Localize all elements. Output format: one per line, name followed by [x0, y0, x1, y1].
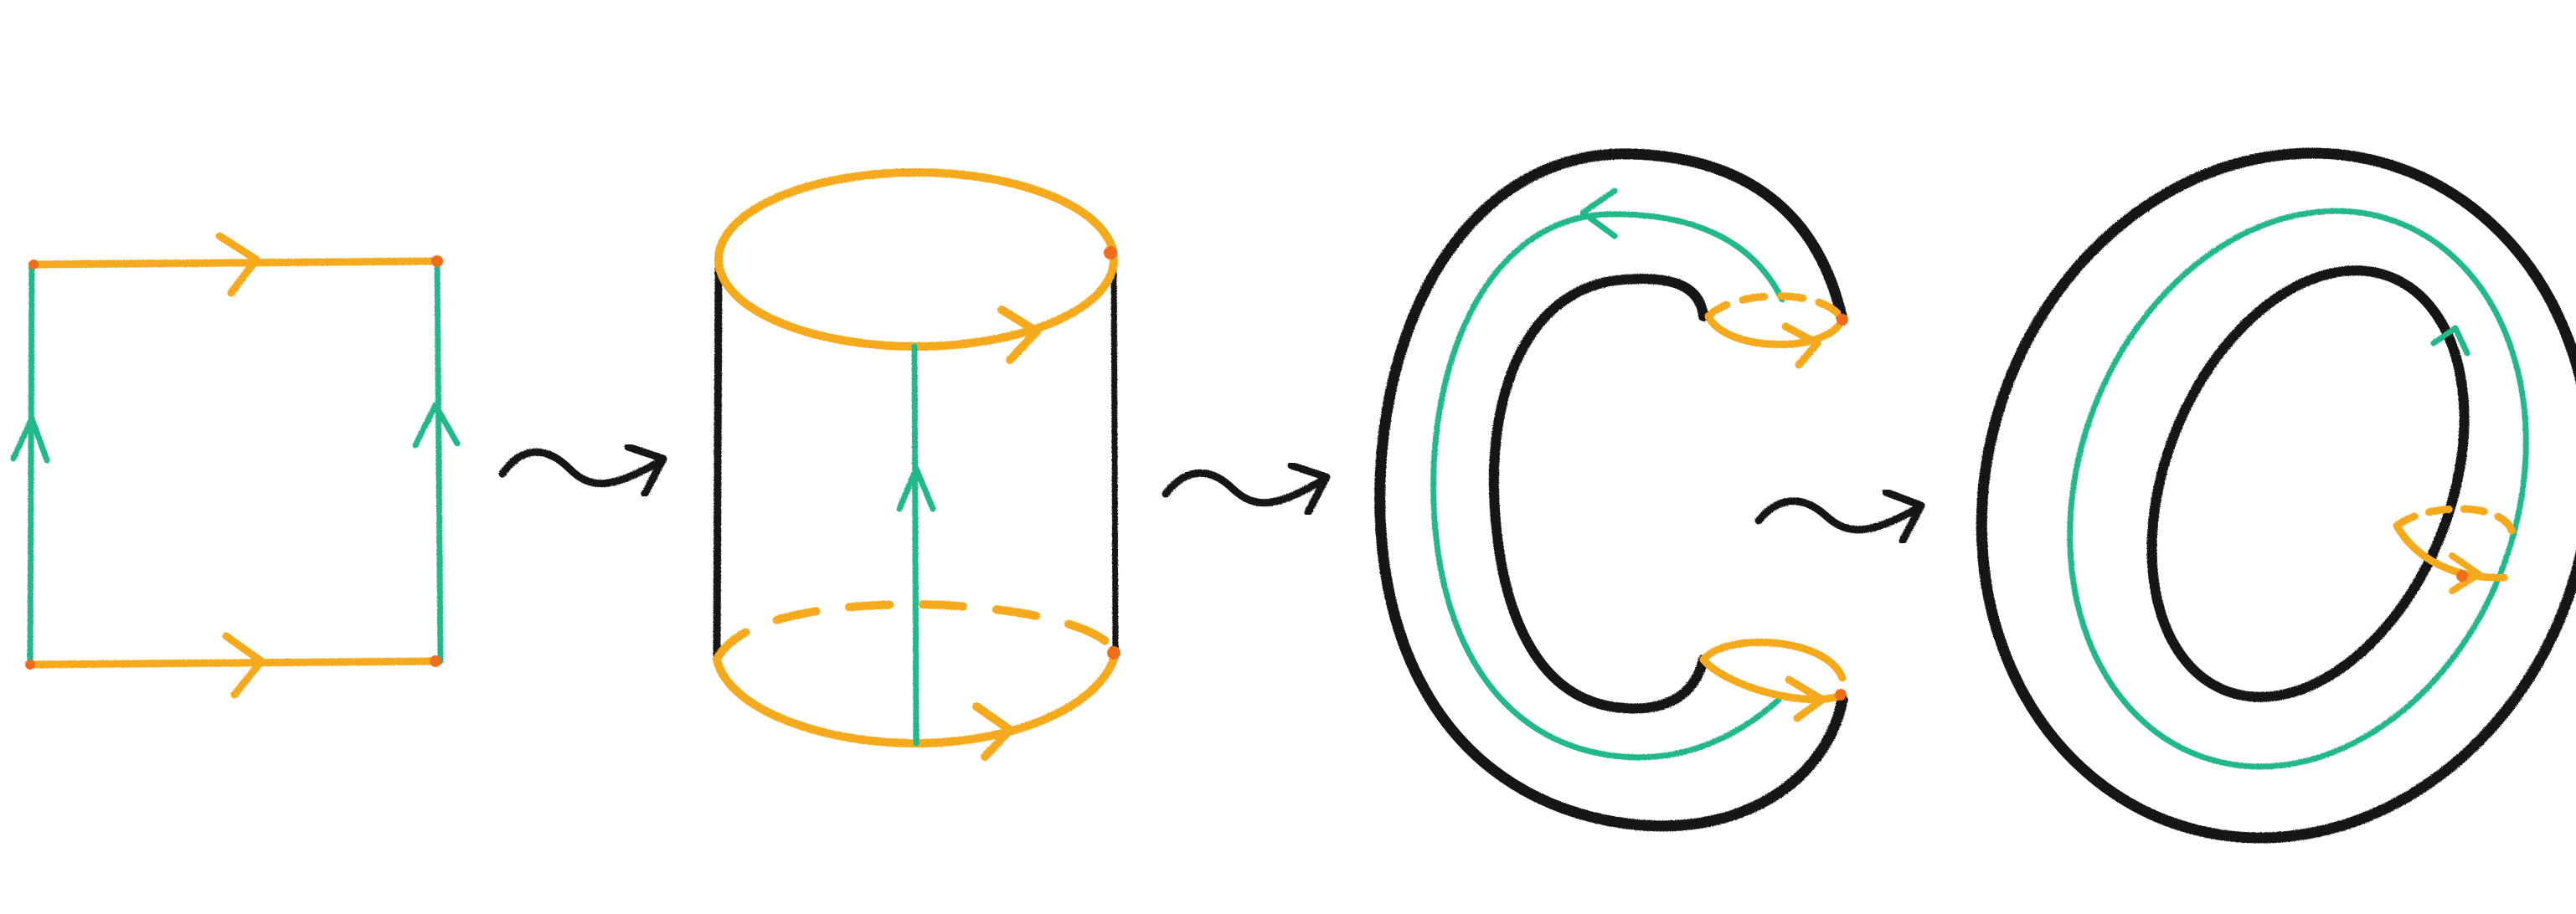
bent-cylinder-top-opening-front	[1704, 312, 1847, 349]
cylinder-figure	[713, 168, 1121, 761]
squiggle-arrowhead-icon	[1287, 461, 1331, 516]
square-corner-dot	[430, 655, 441, 667]
transition-arrow-3	[1754, 488, 1925, 545]
bent-cylinder-inner-edge	[1488, 274, 1708, 714]
square-left-edge	[27, 261, 35, 668]
cylinder-top-arrow-icon	[997, 306, 1041, 364]
torus-figure	[1976, 147, 2576, 844]
square-top-arrow-icon	[215, 232, 260, 297]
bent-cylinder-corner-dot	[1837, 314, 1848, 326]
square-left-arrow-icon	[10, 415, 50, 464]
cylinder-corner-dot	[1107, 646, 1121, 660]
square-corner-dot	[28, 259, 39, 270]
cylinder-bottom-arrow-icon	[972, 702, 1014, 761]
bent-cylinder-core-arrow-icon	[1579, 187, 1618, 239]
cylinder-seam	[911, 343, 920, 747]
square-corner-dot	[25, 660, 35, 670]
bent-cylinder-bottom-opening-back	[1699, 639, 1847, 682]
square-right-edge	[434, 258, 444, 665]
squiggle-arrowhead-icon	[624, 443, 667, 498]
square-right-arrow-icon	[412, 402, 461, 449]
cylinder-right-wall	[1110, 253, 1119, 656]
torus-inner-edge	[2146, 265, 2470, 702]
torus-core-arrow-icon	[2430, 325, 2470, 357]
transition-arrow-1	[498, 443, 667, 498]
square-top-edge	[29, 257, 441, 269]
bent-cylinder-top-arrow-icon	[1781, 322, 1821, 369]
cylinder-bottom-rim-back	[713, 600, 1120, 664]
bent-cylinder-outer-edge	[1374, 148, 1848, 832]
bent-cylinder-top-opening-back	[1704, 292, 1847, 324]
torus-meridian-back	[2393, 505, 2517, 537]
squiggle-arrowhead-icon	[1882, 488, 1925, 545]
square-bottom-edge	[26, 657, 440, 669]
square-figure	[10, 232, 461, 699]
torus-outer-edge	[1976, 147, 2576, 844]
bent-cylinder-bottom-arrow-icon	[1785, 675, 1826, 722]
cylinder-left-wall	[713, 259, 723, 664]
square-bottom-arrow-icon	[222, 632, 265, 699]
squiggle-arrow-icon	[498, 448, 666, 488]
torus-core-loop	[2067, 208, 2529, 770]
cylinder-seam-arrow-icon	[896, 465, 936, 512]
bent-cylinder-core-loop	[1430, 211, 1785, 761]
cylinder-top-rim	[714, 168, 1118, 351]
torus-meridian-front	[2393, 521, 2508, 582]
transition-arrow-2	[1162, 461, 1331, 516]
cylinder-corner-dot	[1104, 246, 1117, 259]
torus-meridian-arrow-icon	[2449, 552, 2482, 594]
bent-cylinder-corner-dot	[1835, 689, 1847, 701]
cylinder-bottom-rim-front	[713, 649, 1120, 748]
squiggle-arrow-icon	[1162, 469, 1329, 507]
square-corner-dot	[431, 255, 443, 267]
torus-corner-dot	[2456, 570, 2468, 582]
bent-cylinder-figure	[1374, 148, 1848, 832]
bent-cylinder-bottom-opening-front	[1699, 655, 1847, 704]
squiggle-arrow-icon	[1754, 497, 1924, 534]
